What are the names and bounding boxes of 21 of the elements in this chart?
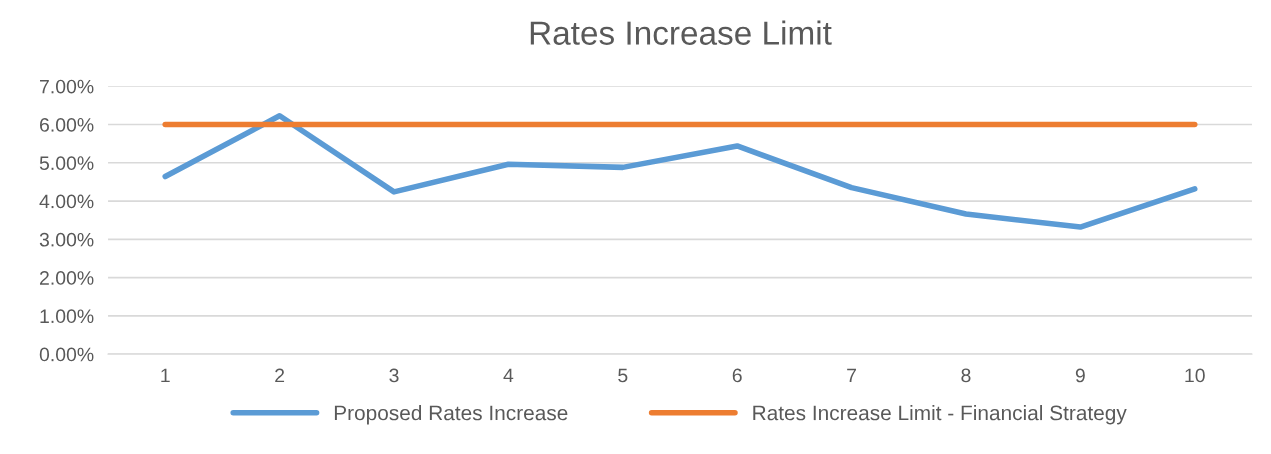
x-tick-label: 6 [732, 368, 742, 383]
y-tick-label: 3.00% [39, 232, 94, 247]
x-tick-label: 4 [503, 368, 514, 383]
x-tick-label: 5 [618, 368, 628, 383]
legend-label: Rates Increase Limit - Financial Strategy [753, 405, 1127, 425]
x-tick-label: 1 [161, 368, 170, 383]
legend-label: Proposed Rates Increase [334, 405, 568, 425]
y-tick-label: 5.00% [39, 156, 94, 171]
y-tick-label: 0.00% [39, 347, 94, 362]
x-tick-label: 7 [847, 368, 856, 383]
y-tick-label: 2.00% [39, 271, 94, 285]
x-tick-label: 3 [389, 368, 399, 383]
y-tick-label: 6.00% [40, 117, 94, 132]
x-tick-label: 8 [961, 368, 971, 383]
y-tick-label: 7.00% [40, 79, 94, 94]
chart-title: Rates Increase Limit [530, 20, 832, 45]
y-tick-label: 1.00% [40, 309, 94, 324]
y-tick-label: 4.00% [39, 194, 94, 209]
x-tick-label: 2 [275, 368, 285, 383]
x-tick-label: 10 [1185, 368, 1205, 383]
x-tick-label: 9 [1075, 368, 1085, 383]
